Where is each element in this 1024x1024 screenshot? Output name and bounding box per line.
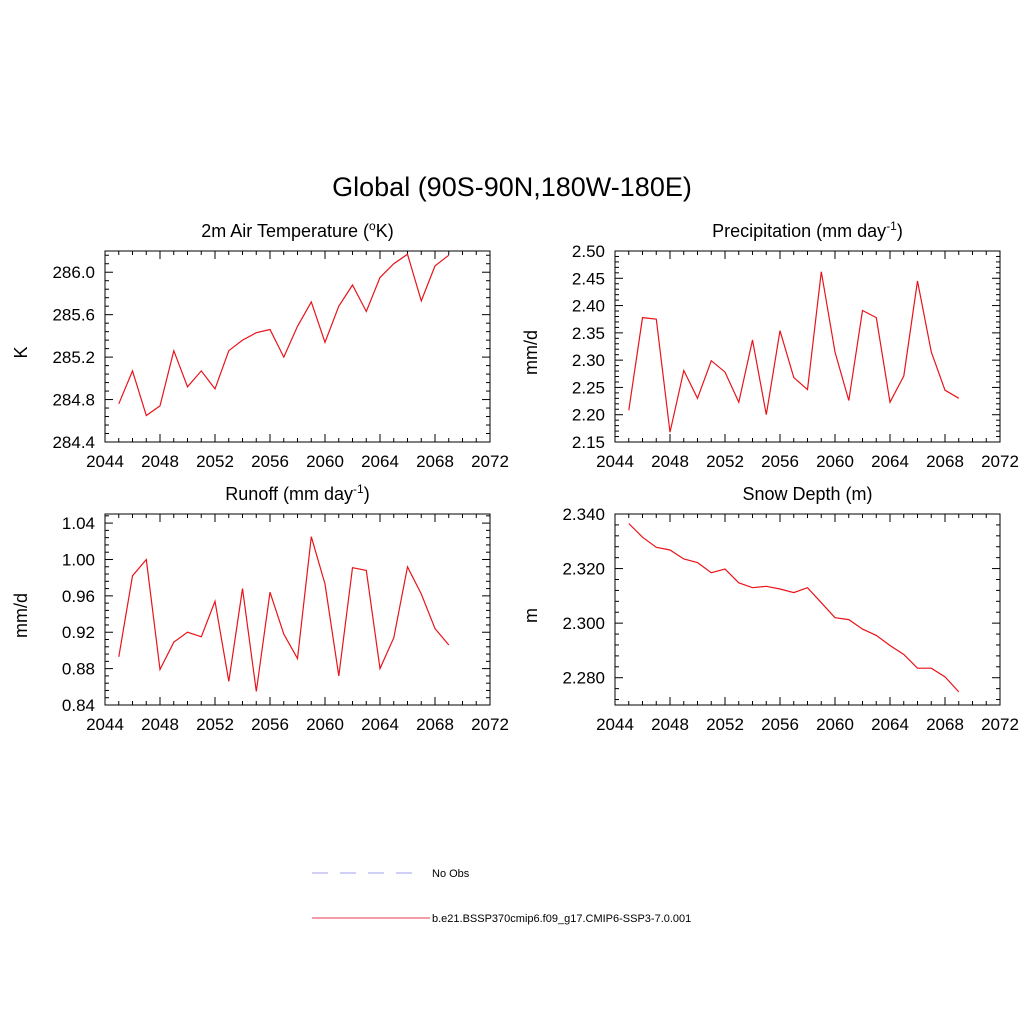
figure-title: Global (90S-90N,180W-180E) <box>332 172 692 202</box>
air-temperature-ytick-label: 284.8 <box>52 391 95 410</box>
runoff-xtick-label: 2072 <box>471 715 509 734</box>
snow-depth-xtick-label: 2048 <box>651 715 689 734</box>
air-temperature-xtick-label: 2056 <box>251 452 289 471</box>
snow-depth-ytick-label: 2.340 <box>562 505 605 524</box>
air-temperature-ylabel: K <box>11 346 31 358</box>
panels: 2m Air Temperature (oK) K 2044 2048 2052 2056… <box>11 219 1019 734</box>
snow-depth-panel: Snow Depth (m) m 2044 2048 2052 2056 2060 2064 2… <box>521 484 1019 734</box>
runoff-xtick-label: 2044 <box>86 715 124 734</box>
precipitation-xtick-label: 2064 <box>871 452 909 471</box>
snow-depth-frame <box>614 513 1001 706</box>
air-temperature-xtick-label: 2068 <box>416 452 454 471</box>
runoff-ytick-label: 1.00 <box>62 550 95 569</box>
air-temperature-ytick-label: 285.6 <box>52 306 95 325</box>
runoff-xtick-label: 2060 <box>306 715 344 734</box>
precipitation-xtick-label: 2072 <box>981 452 1019 471</box>
snow-depth-title-text: Snow Depth (m) <box>742 484 872 504</box>
snow-depth-xtick-label: 2064 <box>871 715 909 734</box>
precipitation-ytick-label: 2.50 <box>572 242 605 261</box>
runoff-ylabel: mm/d <box>11 593 31 638</box>
precipitation-title-text: Precipitation (mm day <box>712 221 886 241</box>
air-temperature-xtick-label: 2048 <box>141 452 179 471</box>
precipitation-xtick-label: 2048 <box>651 452 689 471</box>
precipitation-ytick-label: 2.35 <box>572 324 605 343</box>
snow-depth-series-line <box>628 523 960 693</box>
snow-depth-ylabel: m <box>521 608 541 623</box>
legend-label-no-obs: No Obs <box>432 868 470 880</box>
precipitation-xtick-label: 2060 <box>816 452 854 471</box>
snow-depth-ytick-label: 2.300 <box>562 614 605 633</box>
precipitation-frame <box>614 250 1001 443</box>
air-temperature-xtick-label: 2052 <box>196 452 234 471</box>
runoff-title-sup: -1 <box>353 482 364 496</box>
runoff-ytick-label: 0.92 <box>62 623 95 642</box>
precipitation-ytick-label: 2.40 <box>572 297 605 316</box>
runoff-title-end: ) <box>364 484 370 504</box>
snow-depth-xtick-label: 2072 <box>981 715 1019 734</box>
snow-depth-xtick-label: 2068 <box>926 715 964 734</box>
air-temperature-title-sup: o <box>369 219 376 233</box>
air-temperature-title-end: K) <box>376 221 394 241</box>
precipitation-ytick-label: 2.30 <box>572 351 605 370</box>
snow-depth-xtick-label: 2052 <box>706 715 744 734</box>
runoff-ytick-label: 0.84 <box>62 696 95 715</box>
snow-depth-xtick-label: 2060 <box>816 715 854 734</box>
precipitation-ytick-label: 2.45 <box>572 269 605 288</box>
precipitation-ytick-label: 2.15 <box>572 433 605 452</box>
snow-depth-ytick-label: 2.280 <box>562 669 605 688</box>
air-temperature-panel: 2m Air Temperature (oK) K 2044 2048 2052 2056… <box>11 219 509 471</box>
air-temperature-title: 2m Air Temperature (oK) <box>201 219 393 241</box>
air-temperature-xtick-label: 2064 <box>361 452 399 471</box>
legend: No Obs b.e21.BSSP370cmip6.f09_g17.CMIP6-… <box>312 868 691 925</box>
air-temperature-ytick-label: 286.0 <box>52 263 95 282</box>
precipitation-xtick-label: 2068 <box>926 452 964 471</box>
precipitation-title: Precipitation (mm day-1) <box>712 219 903 241</box>
runoff-xtick-label: 2064 <box>361 715 399 734</box>
runoff-xtick-label: 2048 <box>141 715 179 734</box>
runoff-title: Runoff (mm day-1) <box>225 482 369 504</box>
snow-depth-xtick-label: 2056 <box>761 715 799 734</box>
snow-depth-ytick-label: 2.320 <box>562 560 605 579</box>
precipitation-xtick-label: 2044 <box>596 452 634 471</box>
air-temperature-title-text: 2m Air Temperature ( <box>201 221 369 241</box>
precipitation-series-line <box>628 271 960 433</box>
runoff-panel: Runoff (mm day-1) mm/d 2044 2048 2052 2056 206… <box>11 482 509 734</box>
runoff-xtick-label: 2068 <box>416 715 454 734</box>
air-temperature-ytick-label: 285.2 <box>52 348 95 367</box>
runoff-series-line <box>118 536 450 692</box>
air-temperature-frame <box>104 250 491 443</box>
precipitation-title-sup: -1 <box>886 219 897 233</box>
snow-depth-xtick-label: 2044 <box>596 715 634 734</box>
air-temperature-series-line <box>118 253 450 417</box>
runoff-ytick-label: 0.88 <box>62 660 95 679</box>
air-temperature-xtick-label: 2044 <box>86 452 124 471</box>
runoff-title-text: Runoff (mm day <box>225 484 353 504</box>
precipitation-xtick-label: 2056 <box>761 452 799 471</box>
air-temperature-xtick-label: 2072 <box>471 452 509 471</box>
precipitation-panel: Precipitation (mm day-1) mm/d 2044 2048 2052… <box>521 219 1019 471</box>
runoff-xtick-label: 2052 <box>196 715 234 734</box>
precipitation-ytick-label: 2.20 <box>572 406 605 425</box>
legend-label-model: b.e21.BSSP370cmip6.f09_g17.CMIP6-SSP3-7.… <box>432 913 691 925</box>
precipitation-ylabel: mm/d <box>521 330 541 375</box>
runoff-xtick-label: 2056 <box>251 715 289 734</box>
runoff-frame <box>104 513 491 706</box>
precipitation-ytick-label: 2.25 <box>572 378 605 397</box>
snow-depth-title: Snow Depth (m) <box>742 484 872 504</box>
air-temperature-xtick-label: 2060 <box>306 452 344 471</box>
runoff-ytick-label: 1.04 <box>62 514 95 533</box>
air-temperature-ytick-label: 284.4 <box>52 433 95 452</box>
precipitation-title-end: ) <box>897 221 903 241</box>
runoff-ytick-label: 0.96 <box>62 587 95 606</box>
precipitation-xtick-label: 2052 <box>706 452 744 471</box>
